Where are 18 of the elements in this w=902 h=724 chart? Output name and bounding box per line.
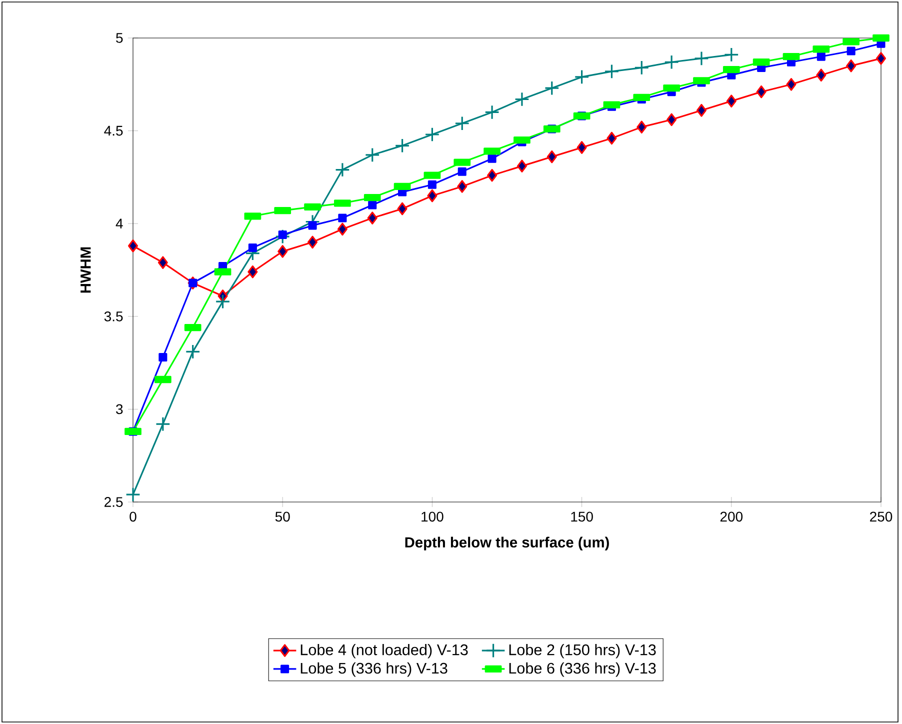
x-tick-label: 50 [275, 512, 290, 522]
legend-label: Lobe 4 (not loaded) V-13 [300, 644, 468, 658]
x-tick-label: 100 [422, 512, 444, 522]
y-tick-label: 3 [116, 404, 123, 414]
x-tick-label: 250 [870, 512, 892, 522]
y-tick-label: 3.5 [104, 311, 123, 322]
legend-label: Lobe 2 (150 hrs) V-13 [509, 644, 656, 658]
x-tick-label: 150 [571, 512, 593, 522]
legend-label: Lobe 6 (336 hrs) V-13 [509, 662, 656, 677]
x-tick-label: 0 [130, 512, 136, 522]
y-tick-label: 4 [116, 218, 123, 228]
x-tick-label: 200 [720, 512, 743, 522]
y-tick-label: 5 [116, 33, 123, 43]
x-axis-title: Depth below the surface (um) [405, 536, 609, 550]
y-tick-label: 2.5 [104, 497, 123, 507]
y-axis-title: HWHM [80, 247, 91, 293]
legend-label: Lobe 5 (336 hrs) V-13 [300, 662, 448, 677]
y-tick-label: 4.5 [104, 126, 123, 136]
